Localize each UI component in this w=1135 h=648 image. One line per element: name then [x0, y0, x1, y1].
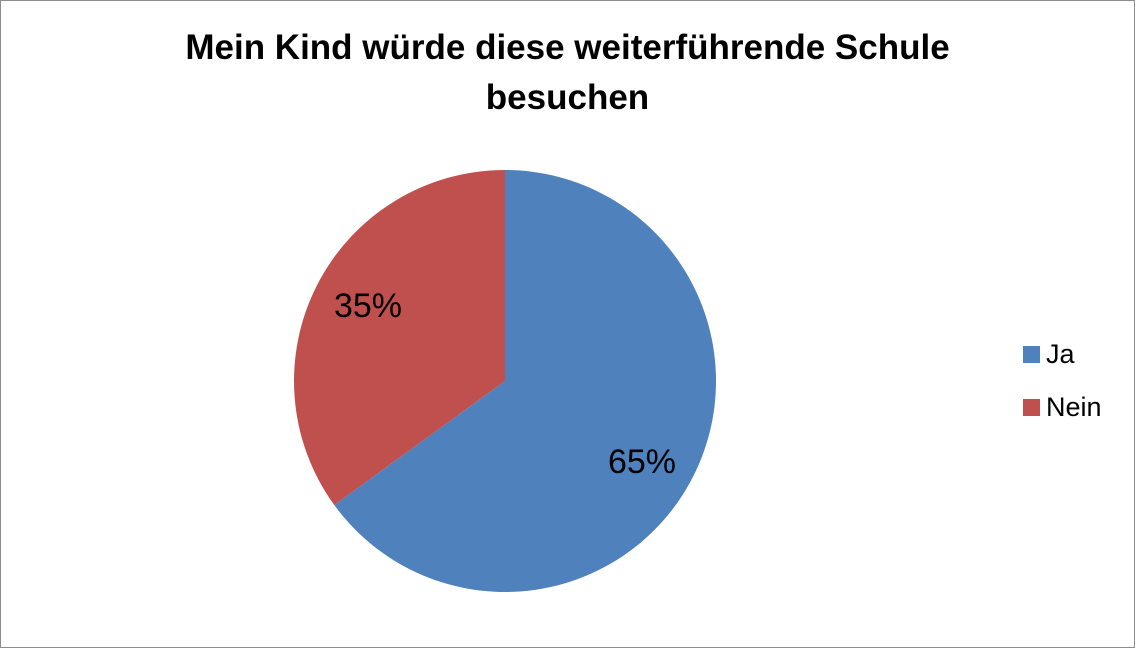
legend: Ja Nein — [1023, 337, 1102, 443]
chart-title-line-1: Mein Kind würde diese weiterführende Sch… — [185, 28, 950, 67]
pie-slice-ja — [334, 170, 716, 592]
data-label-ja: 65% — [608, 443, 676, 481]
chart-title-line-2: besuchen — [485, 78, 650, 117]
legend-swatch-nein — [1023, 398, 1040, 416]
legend-label-nein: Nein — [1046, 391, 1102, 422]
legend-swatch-ja — [1023, 345, 1040, 363]
legend-item-ja: Ja — [1023, 337, 1102, 371]
pie-slice-nein — [294, 170, 505, 506]
data-label-nein: 35% — [334, 287, 402, 325]
legend-label-ja: Ja — [1046, 338, 1075, 369]
chart-title: Mein Kind würde diese weiterführende Sch… — [1, 23, 1134, 123]
legend-item-nein: Nein — [1023, 390, 1102, 424]
